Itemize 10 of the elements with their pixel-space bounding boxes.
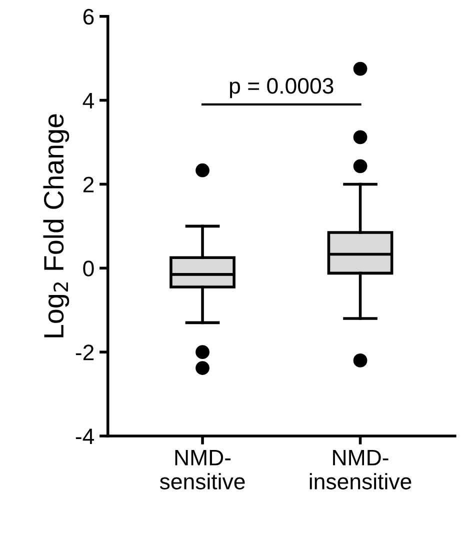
- y-tick-label: 0: [83, 260, 94, 276]
- y-tick-label: 6: [83, 8, 94, 25]
- y-tick-label: 2: [83, 176, 94, 192]
- y-tick-label: 4: [82, 93, 94, 108]
- y-axis-title: Log$_{2}$ Fold Change: [43, 114, 70, 338]
- annotation: p = 0.0003: [230, 78, 334, 98]
- y-tick-label: -2: [76, 344, 94, 360]
- y-tick-label: -4: [76, 428, 94, 444]
- x-tick-label: NMD- insensitive: [310, 450, 412, 490]
- x-tick-label: NMD- sensitive: [160, 450, 245, 490]
